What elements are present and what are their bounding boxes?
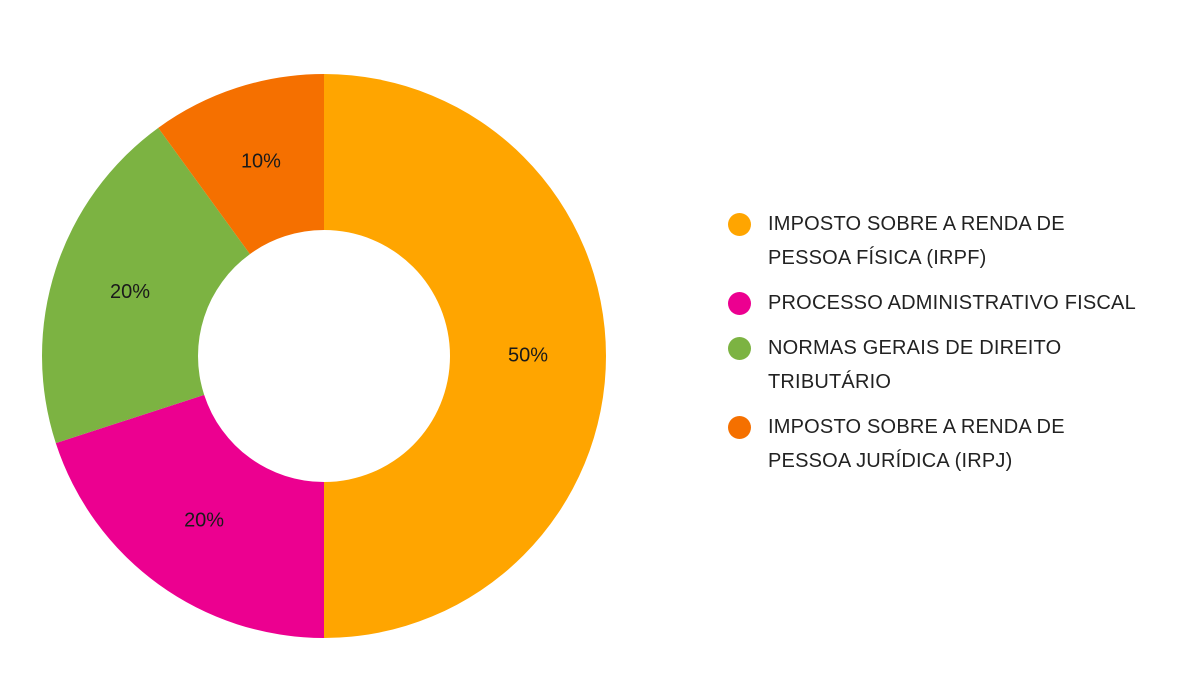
legend-label: NORMAS GERAIS DE DIREITO TRIBUTÁRIO — [768, 337, 1062, 393]
legend-swatch-icon — [728, 337, 751, 360]
slice-label-irpf: 50% — [508, 344, 548, 366]
legend-swatch-icon — [728, 213, 751, 236]
legend-swatch-icon — [728, 416, 751, 439]
legend: IMPOSTO SOBRE A RENDA DE PESSOA FÍSICA (… — [728, 207, 1168, 489]
donut-svg: 50% 20% 20% 10% — [41, 74, 606, 638]
slice-normas-gerais — [41, 127, 250, 444]
legend-item-normas-gerais: NORMAS GERAIS DE DIREITO TRIBUTÁRIO — [728, 331, 1168, 399]
slice-irpj — [158, 74, 324, 255]
legend-item-processo-administrativo: PROCESSO ADMINISTRATIVO FISCAL — [728, 286, 1168, 320]
slice-label-normas-gerais: 20% — [110, 281, 150, 303]
legend-label: IMPOSTO SOBRE A RENDA DE PESSOA FÍSICA (… — [768, 213, 1065, 269]
slice-label-processo-administrativo: 20% — [184, 509, 224, 531]
legend-item-irpj: IMPOSTO SOBRE A RENDA DE PESSOA JURÍDICA… — [728, 410, 1168, 478]
legend-label: PROCESSO ADMINISTRATIVO FISCAL — [768, 292, 1136, 314]
slice-processo-administrativo — [55, 394, 324, 638]
legend-label: IMPOSTO SOBRE A RENDA DE PESSOA JURÍDICA… — [768, 416, 1065, 472]
legend-swatch-icon — [728, 292, 751, 315]
slice-irpf — [324, 74, 606, 638]
legend-item-irpf: IMPOSTO SOBRE A RENDA DE PESSOA FÍSICA (… — [728, 207, 1168, 275]
slice-label-irpj: 10% — [241, 150, 281, 172]
